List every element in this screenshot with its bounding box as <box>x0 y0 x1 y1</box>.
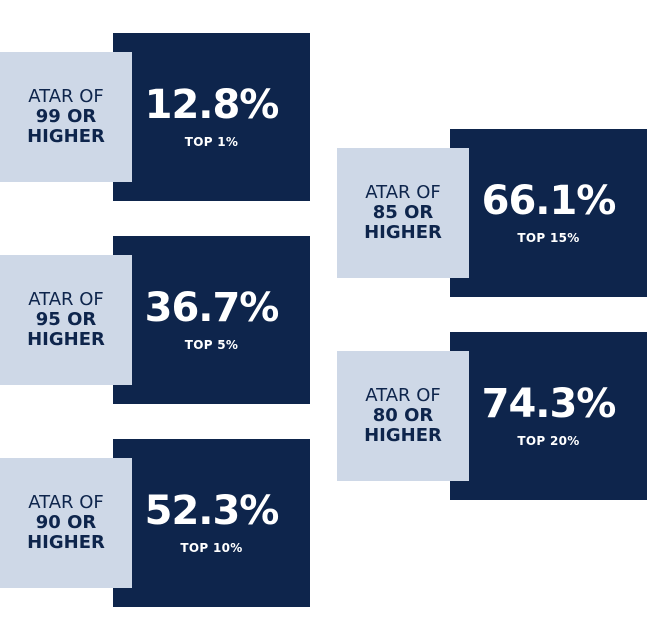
stat-percentage: 74.3% <box>481 381 617 427</box>
stat-rank-label: TOP 5% <box>184 338 239 352</box>
stat-label-box: ATAR OF 99 OR HIGHER <box>0 52 132 182</box>
stat-card-atar-99: 12.8% TOP 1% ATAR OF 99 OR HIGHER <box>0 33 310 201</box>
stat-rank-label: TOP 1% <box>184 135 239 149</box>
stat-label-line2: 95 OR <box>35 308 97 330</box>
stat-label-line3: HIGHER <box>27 126 105 148</box>
stat-label-line1: ATAR OF <box>28 491 104 513</box>
stat-value-box: 74.3% TOP 20% <box>450 332 647 500</box>
stat-label-line1: ATAR OF <box>28 288 104 310</box>
stat-label-line3: HIGHER <box>364 425 442 447</box>
stat-value-box: 52.3% TOP 10% <box>113 439 310 607</box>
stat-percentage: 12.8% <box>144 82 280 128</box>
stat-rank-label: TOP 10% <box>180 541 243 555</box>
stat-card-atar-80: 74.3% TOP 20% ATAR OF 80 OR HIGHER <box>337 332 647 500</box>
stat-label-line2: 85 OR <box>372 201 434 223</box>
stat-label-line2: 80 OR <box>372 404 434 426</box>
stat-card-atar-90: 52.3% TOP 10% ATAR OF 90 OR HIGHER <box>0 439 310 607</box>
stat-label-box: ATAR OF 85 OR HIGHER <box>337 148 469 278</box>
stat-card-atar-95: 36.7% TOP 5% ATAR OF 95 OR HIGHER <box>0 236 310 404</box>
stat-label-line3: HIGHER <box>364 222 442 244</box>
stat-label-box: ATAR OF 95 OR HIGHER <box>0 255 132 385</box>
stat-label-line1: ATAR OF <box>28 85 104 107</box>
stat-percentage: 66.1% <box>481 178 617 224</box>
stat-percentage: 36.7% <box>144 285 280 331</box>
stat-rank-label: TOP 20% <box>517 434 580 448</box>
stat-value-box: 66.1% TOP 15% <box>450 129 647 297</box>
stat-percentage: 52.3% <box>144 488 280 534</box>
stat-value-box: 12.8% TOP 1% <box>113 33 310 201</box>
stat-rank-label: TOP 15% <box>517 231 580 245</box>
stat-label-box: ATAR OF 80 OR HIGHER <box>337 351 469 481</box>
stat-label-line2: 99 OR <box>35 105 97 127</box>
stat-label-box: ATAR OF 90 OR HIGHER <box>0 458 132 588</box>
stat-card-atar-85: 66.1% TOP 15% ATAR OF 85 OR HIGHER <box>337 129 647 297</box>
stat-label-line2: 90 OR <box>35 511 97 533</box>
stat-label-line1: ATAR OF <box>365 384 441 406</box>
stat-label-line1: ATAR OF <box>365 181 441 203</box>
stat-value-box: 36.7% TOP 5% <box>113 236 310 404</box>
stat-label-line3: HIGHER <box>27 532 105 554</box>
stat-label-line3: HIGHER <box>27 329 105 351</box>
